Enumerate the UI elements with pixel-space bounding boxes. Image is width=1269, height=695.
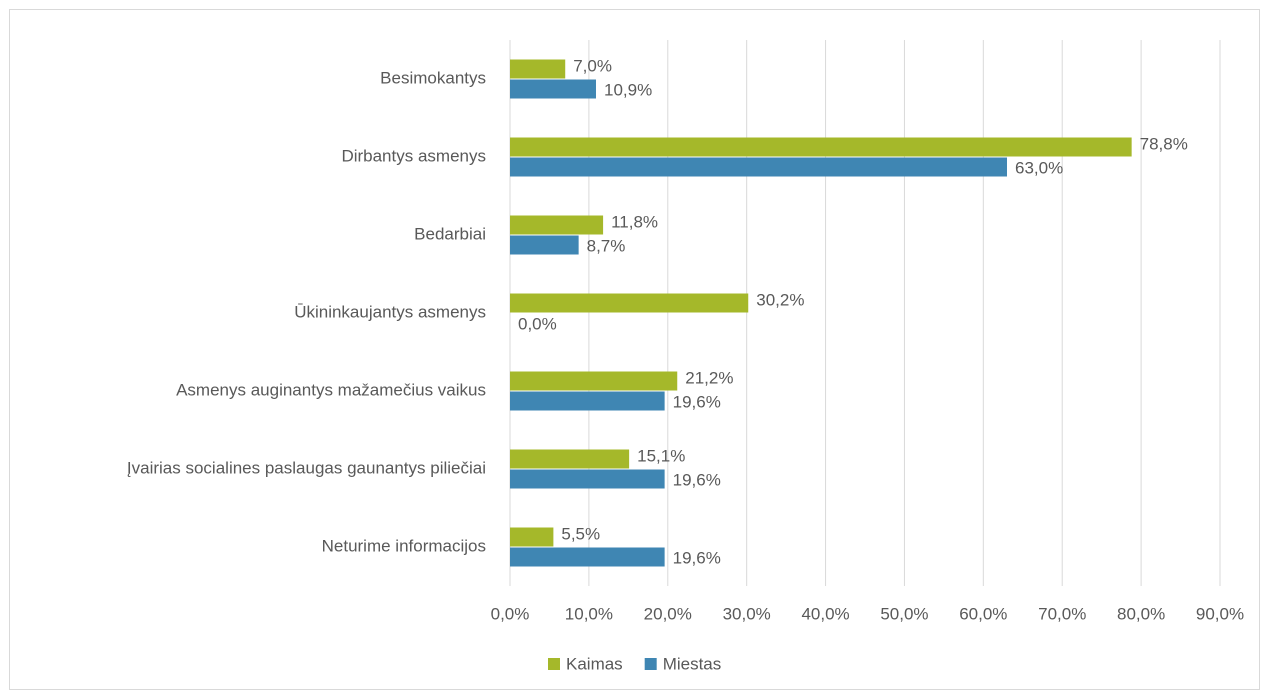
bar	[510, 137, 1132, 157]
y-tick-label: Besimokantys	[380, 68, 486, 87]
bar	[510, 469, 665, 489]
legend-swatch	[644, 658, 657, 670]
x-tick-label: 30,0%	[723, 604, 771, 623]
data-label: 30,2%	[756, 290, 804, 309]
bar	[510, 293, 749, 313]
data-label: 15,1%	[637, 446, 685, 465]
bar	[510, 79, 596, 99]
y-tick-label: Neturime informacijos	[322, 536, 486, 555]
bar	[510, 527, 554, 547]
x-tick-label: 70,0%	[1038, 604, 1086, 623]
x-tick-label: 60,0%	[959, 604, 1007, 623]
bar	[510, 215, 604, 235]
y-tick-label: Asmenys auginantys mažamečius vaikus	[176, 380, 486, 399]
y-tick-label: Ūkininkaujantys asmenys	[294, 302, 486, 321]
x-tick-label: 40,0%	[801, 604, 849, 623]
bar	[510, 59, 566, 79]
bar	[510, 391, 665, 411]
legend-swatch	[548, 658, 560, 670]
data-label: 19,6%	[673, 548, 721, 567]
data-label: 8,7%	[587, 236, 626, 255]
y-tick-label: Dirbantys asmenys	[341, 146, 486, 165]
chart-frame	[9, 9, 1260, 690]
data-label: 11,8%	[611, 212, 658, 231]
data-label: 10,9%	[604, 80, 652, 99]
data-label: 7,0%	[573, 56, 612, 75]
x-tick-label: 80,0%	[1117, 604, 1165, 623]
legend-label: Miestas	[663, 654, 722, 673]
x-tick-label: 90,0%	[1196, 604, 1244, 623]
x-tick-label: 10,0%	[565, 604, 613, 623]
data-label: 21,2%	[685, 368, 733, 387]
data-label: 63,0%	[1015, 158, 1063, 177]
bar	[510, 235, 579, 255]
x-tick-label: 20,0%	[644, 604, 692, 623]
data-label: 19,6%	[673, 470, 721, 489]
data-label: 78,8%	[1140, 134, 1188, 153]
bar	[510, 371, 678, 391]
x-tick-label: 50,0%	[880, 604, 928, 623]
data-label: 5,5%	[561, 524, 600, 543]
y-tick-label: Bedarbiai	[414, 224, 486, 243]
bar	[510, 547, 665, 567]
data-label: 0,0%	[518, 314, 557, 333]
x-tick-label: 0,0%	[491, 604, 530, 623]
data-label: 19,6%	[673, 392, 721, 411]
bar	[510, 449, 630, 469]
y-tick-label: Įvairias socialines paslaugas gaunantys …	[127, 458, 486, 477]
legend-label: Kaimas	[566, 654, 623, 673]
bar	[510, 157, 1007, 177]
